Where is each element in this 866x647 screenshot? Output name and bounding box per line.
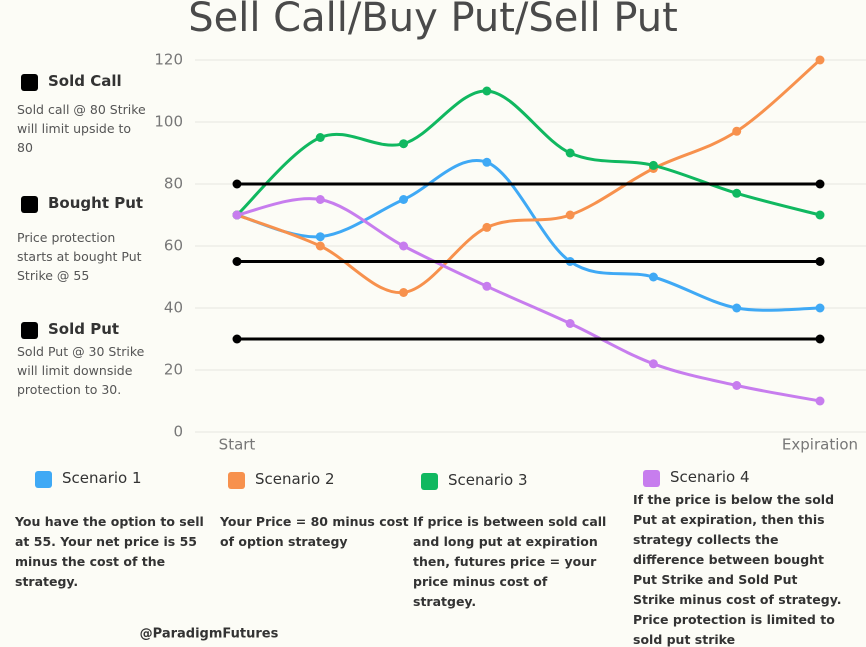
data-point (815, 303, 825, 313)
y-tick-label: 80 (164, 175, 183, 193)
data-point (315, 232, 325, 242)
data-point (399, 195, 409, 204)
data-point (732, 126, 742, 136)
data-point (565, 319, 575, 328)
legend-description: Price protection starts at bought Put St… (17, 230, 142, 283)
data-point (648, 359, 658, 369)
series-line (236, 159, 821, 312)
series-line (236, 58, 821, 295)
x-tick-label: Expiration (782, 436, 858, 454)
data-point (565, 210, 575, 220)
data-point (815, 179, 825, 189)
legend-label: Bought Put (48, 194, 144, 212)
legend-label: Sold Call (48, 72, 122, 90)
legend-swatch (21, 196, 38, 213)
legend-swatch (421, 473, 438, 490)
data-point (232, 210, 242, 220)
legend-label: Sold Put (48, 320, 120, 338)
legend-description: If price is between sold call and long p… (413, 514, 607, 609)
data-point (815, 396, 825, 406)
legend-swatch (21, 322, 38, 339)
data-point (815, 55, 825, 65)
legend-swatch (35, 471, 52, 488)
data-point (315, 133, 325, 142)
data-point (232, 257, 242, 266)
legend-description: Sold Put @ 30 Strike will limit downside… (17, 344, 145, 397)
data-point (648, 160, 658, 170)
legend-label: Scenario 1 (62, 469, 142, 487)
data-point (482, 157, 492, 167)
y-tick-label: 100 (154, 113, 183, 131)
legend-swatch (228, 472, 245, 489)
data-point (232, 334, 242, 344)
y-tick-label: 0 (173, 423, 183, 441)
series-line (235, 89, 821, 217)
data-point (732, 303, 742, 313)
data-point (732, 188, 742, 198)
legend-label: Scenario 2 (255, 470, 335, 488)
footer: @ParadigmFutures (140, 627, 279, 642)
legend-swatch (643, 470, 660, 487)
data-point (565, 148, 575, 158)
legend-description: Sold call @ 80 Strike will limit upside … (17, 102, 146, 155)
data-point (399, 139, 409, 149)
data-point (482, 86, 492, 96)
legend-description: You have the option to sell at 55. Your … (15, 514, 204, 589)
legend-description: If the price is below the sold Put at ex… (633, 492, 842, 647)
data-point (399, 288, 409, 297)
data-point (482, 281, 492, 291)
y-tick-label: 120 (154, 51, 183, 69)
data-point (732, 381, 742, 390)
legend-label: Scenario 4 (670, 468, 750, 486)
data-point (315, 241, 325, 251)
data-point (815, 210, 825, 220)
series-line (236, 197, 821, 403)
legend-label: Scenario 3 (448, 471, 528, 489)
y-tick-label: 60 (164, 237, 183, 255)
data-point (315, 195, 325, 204)
y-tick-label: 20 (164, 361, 183, 379)
data-point (399, 241, 409, 251)
data-point (232, 179, 242, 189)
data-point (815, 257, 825, 266)
legend-description: Your Price = 80 minus cost of option str… (220, 514, 409, 549)
chart-title: Sell Call/Buy Put/Sell Put (188, 0, 678, 41)
data-point (815, 334, 825, 344)
x-tick-label: Start (219, 436, 256, 454)
data-point (482, 222, 492, 232)
data-point (648, 272, 658, 282)
y-tick-label: 40 (164, 299, 183, 317)
legend-swatch (21, 74, 38, 91)
